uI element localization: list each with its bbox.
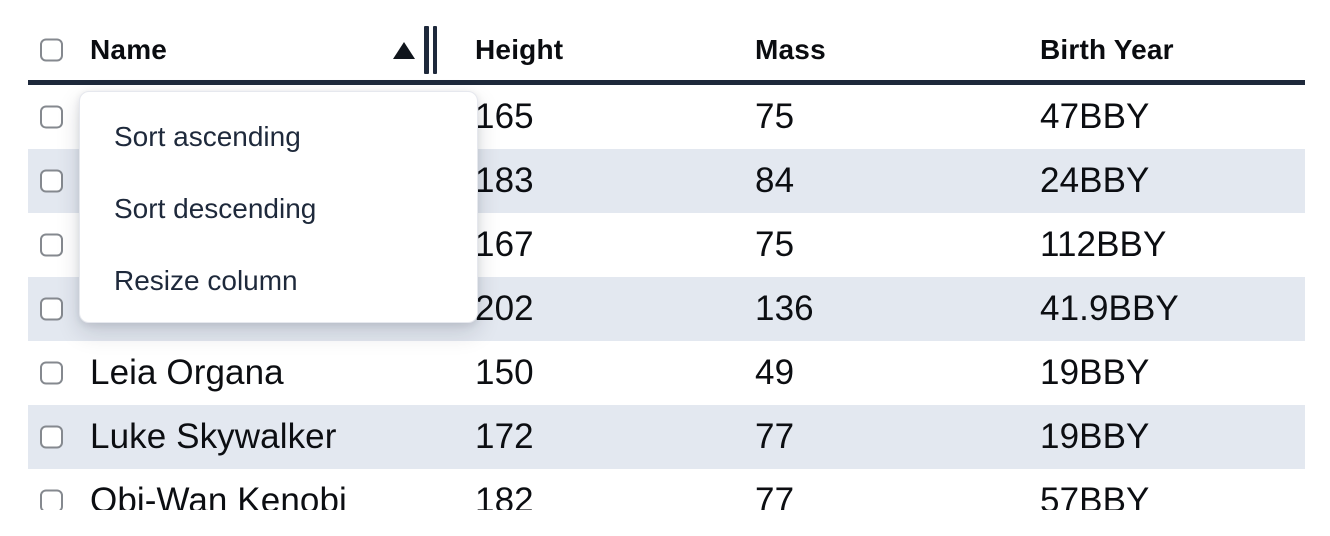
menu-item-sort-descending[interactable]: Sort descending: [114, 193, 317, 224]
cell-mass: 84: [755, 161, 795, 200]
cell-birth-year: 24BBY: [1040, 161, 1150, 200]
select-all-checkbox[interactable]: [40, 38, 63, 62]
cell-mass: 77: [755, 417, 795, 456]
row-checkbox[interactable]: [40, 425, 63, 449]
menu-item-resize-column[interactable]: Resize column: [114, 265, 298, 296]
table-row[interactable]: Obi-Wan Kenobi 182 77 57BBY: [28, 469, 1305, 510]
cell-height: 172: [475, 417, 534, 456]
column-header-name[interactable]: Name: [90, 34, 168, 65]
cell-birth-year: 19BBY: [1040, 353, 1150, 392]
table-row[interactable]: Luke Skywalker 172 77 19BBY: [28, 405, 1305, 469]
cell-height: 165: [475, 97, 534, 136]
row-checkbox[interactable]: [40, 489, 63, 510]
cell-height: 182: [475, 481, 534, 510]
column-header-mass[interactable]: Mass: [755, 34, 826, 65]
table-row[interactable]: 167 75 112BBY: [28, 213, 1305, 277]
cell-birth-year: 47BBY: [1040, 97, 1150, 136]
cell-birth-year: 57BBY: [1040, 481, 1150, 510]
cell-mass: 49: [755, 353, 795, 392]
cell-height: 150: [475, 353, 534, 392]
header-divider: [28, 80, 1305, 85]
column-header-birth-year[interactable]: Birth Year: [1040, 34, 1174, 65]
row-checkbox[interactable]: [40, 169, 63, 193]
menu-item-sort-ascending[interactable]: Sort ascending: [114, 121, 301, 152]
cell-birth-year: 19BBY: [1040, 417, 1150, 456]
row-checkbox[interactable]: [40, 361, 63, 385]
cell-name: Luke Skywalker: [90, 417, 337, 456]
column-menu: Sort ascending Sort descending Resize co…: [79, 91, 478, 323]
cell-height: 202: [475, 289, 534, 328]
table-header-row: Name Height Mass Birth Year: [28, 0, 1305, 80]
sort-ascending-icon: [393, 42, 415, 59]
cell-name: Leia Organa: [90, 353, 284, 392]
column-resize-handle[interactable]: [424, 26, 437, 74]
row-checkbox[interactable]: [40, 105, 63, 129]
cell-name: Obi-Wan Kenobi: [90, 481, 347, 510]
cell-birth-year: 41.9BBY: [1040, 289, 1179, 328]
cell-mass: 75: [755, 225, 795, 264]
row-checkbox[interactable]: [40, 297, 63, 321]
cell-mass: 77: [755, 481, 795, 510]
table-row[interactable]: Leia Organa 150 49 19BBY: [28, 341, 1305, 405]
column-header-height[interactable]: Height: [475, 34, 564, 65]
cell-height: 167: [475, 225, 534, 264]
cell-height: 183: [475, 161, 534, 200]
cell-birth-year: 112BBY: [1040, 225, 1167, 264]
table-row[interactable]: 165 75 47BBY: [28, 85, 1305, 149]
cell-mass: 75: [755, 97, 795, 136]
row-checkbox[interactable]: [40, 233, 63, 257]
cell-mass: 136: [755, 289, 814, 328]
